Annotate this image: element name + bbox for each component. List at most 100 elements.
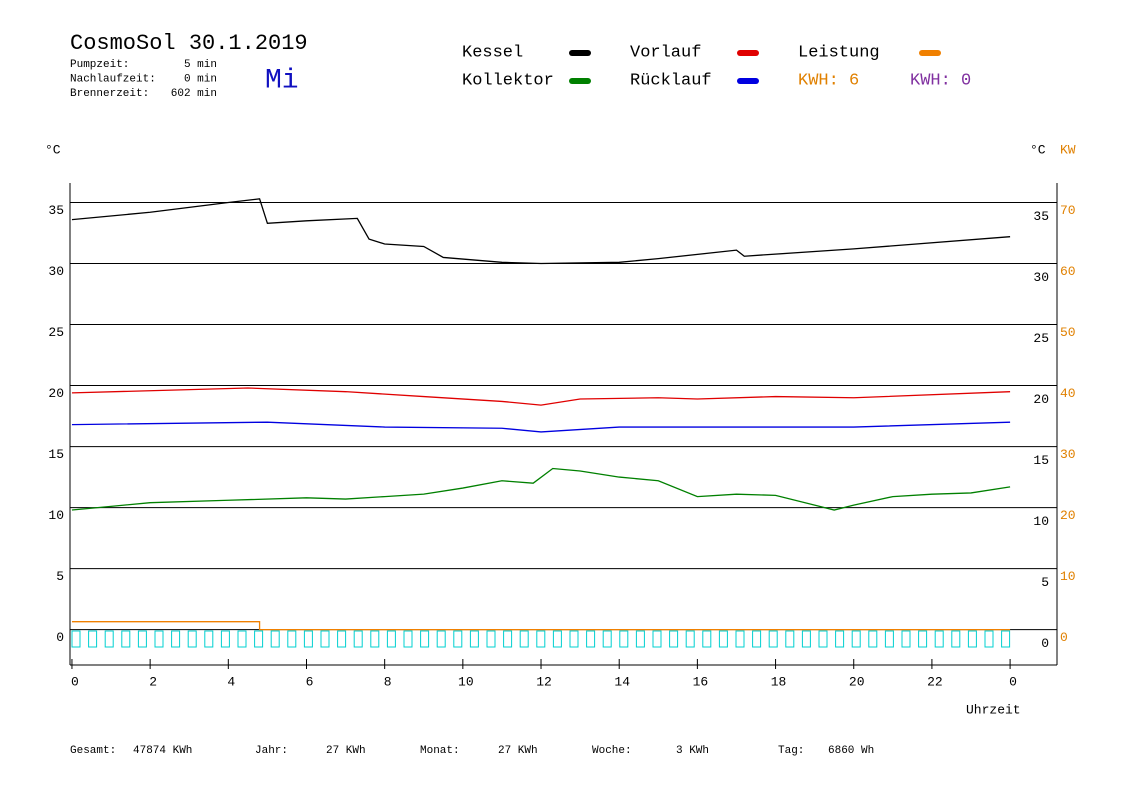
series-line xyxy=(71,621,1011,631)
pump-indicator xyxy=(602,630,612,648)
pump-indicator xyxy=(187,630,197,648)
x-tick-label: 12 xyxy=(536,674,552,689)
pump-indicator xyxy=(254,630,264,648)
pump-indicator xyxy=(104,630,114,648)
footer-value: 3 KWh xyxy=(676,745,709,757)
y2-tick-label: 60 xyxy=(1060,264,1076,279)
pump-indicator xyxy=(702,630,712,648)
pump-indicator xyxy=(353,630,363,648)
pump-indicator xyxy=(619,630,629,648)
pump-indicator xyxy=(669,630,679,648)
stat-label: Nachlaufzeit: xyxy=(70,73,156,85)
pump-indicator xyxy=(171,630,181,648)
y2-tick-label: 10 xyxy=(1060,569,1076,584)
pump-indicator xyxy=(652,630,662,648)
y2-tick-label: 40 xyxy=(1060,386,1076,401)
pump-indicator xyxy=(984,630,994,648)
y-tick-label-right: 25 xyxy=(1033,331,1049,346)
pump-indicator xyxy=(934,630,944,648)
y2-tick-label: 50 xyxy=(1060,325,1076,340)
pump-indicator xyxy=(370,630,380,648)
pump-indicator xyxy=(536,630,546,648)
pump-indicator xyxy=(121,630,131,648)
pump-indicator xyxy=(420,630,430,648)
pump-indicator xyxy=(685,630,695,648)
x-tick-label: 14 xyxy=(614,674,630,689)
pump-indicator xyxy=(503,630,513,648)
pump-indicator xyxy=(337,630,347,648)
pump-indicator xyxy=(403,630,413,648)
weekday: Mi xyxy=(265,65,299,96)
y-tick-label: 0 xyxy=(56,630,64,645)
footer-label: Jahr: xyxy=(255,745,288,757)
pump-indicator xyxy=(635,630,645,648)
legend-label: Leistung xyxy=(798,43,880,62)
y2-tick-label: 70 xyxy=(1060,203,1076,218)
footer-label: Woche: xyxy=(592,745,632,757)
pump-indicator xyxy=(154,630,164,648)
x-tick-label: 0 xyxy=(1009,674,1017,689)
y2-tick-label: 30 xyxy=(1060,447,1076,462)
pump-indicator xyxy=(137,630,147,648)
legend-label: Kessel xyxy=(462,43,523,62)
series-line xyxy=(71,198,1011,265)
y-tick-label: 35 xyxy=(48,203,64,218)
x-tick-label: 2 xyxy=(149,674,157,689)
footer-value: 27 KWh xyxy=(326,745,366,757)
pump-indicator xyxy=(320,630,330,648)
legend-label: Kollektor xyxy=(462,71,554,90)
pump-indicator xyxy=(851,630,861,648)
y-tick-label-right: 20 xyxy=(1033,392,1049,407)
pump-indicator xyxy=(901,630,911,648)
pump-indicator xyxy=(287,630,297,648)
pump-indicator xyxy=(71,630,81,648)
pump-indicator xyxy=(386,630,396,648)
kwh-label: KWH: 6 xyxy=(798,71,859,90)
pump-indicator xyxy=(519,630,529,648)
pump-indicator xyxy=(586,630,596,648)
series-line xyxy=(71,467,1011,511)
pump-indicator xyxy=(718,630,728,648)
y-tick-label: 25 xyxy=(48,325,64,340)
y-tick-label-right: 10 xyxy=(1033,514,1049,529)
stat-value: 5 min xyxy=(184,59,217,71)
x-tick-label: 10 xyxy=(458,674,474,689)
pump-indicator xyxy=(835,630,845,648)
x-tick-label: 22 xyxy=(927,674,943,689)
footer-label: Tag: xyxy=(778,745,804,757)
title: CosmoSol 30.1.2019 xyxy=(70,31,308,56)
series-line xyxy=(71,387,1011,406)
y2-axis-label: °C xyxy=(1030,142,1046,157)
x-tick-label: 16 xyxy=(693,674,709,689)
y-tick-label: 10 xyxy=(48,508,64,523)
y-tick-label-right: 15 xyxy=(1033,453,1049,468)
x-tick-label: 4 xyxy=(227,674,235,689)
legend-label: Rücklauf xyxy=(630,71,712,90)
pump-indicator xyxy=(303,630,313,648)
y-tick-label: 30 xyxy=(48,264,64,279)
y-tick-label-right: 5 xyxy=(1041,575,1049,590)
y-tick-label: 20 xyxy=(48,386,64,401)
y-tick-label-right: 0 xyxy=(1041,636,1049,651)
pump-indicator xyxy=(951,630,961,648)
footer-label: Monat: xyxy=(420,745,460,757)
pump-indicator xyxy=(552,630,562,648)
stat-label: Pumpzeit: xyxy=(70,59,129,71)
pump-indicator xyxy=(918,630,928,648)
pump-indicator xyxy=(884,630,894,648)
y3-axis-label: KW xyxy=(1060,142,1076,157)
footer-value: 6860 Wh xyxy=(828,745,874,757)
x-tick-label: 20 xyxy=(849,674,865,689)
x-tick-label: 0 xyxy=(71,674,79,689)
x-tick-label: 6 xyxy=(306,674,314,689)
pump-indicator xyxy=(818,630,828,648)
pump-indicator xyxy=(785,630,795,648)
pump-indicator xyxy=(868,630,878,648)
pump-indicator xyxy=(88,630,98,648)
kwh-label: KWH: 0 xyxy=(910,71,971,90)
pump-indicator xyxy=(967,630,977,648)
y-tick-label-right: 30 xyxy=(1033,270,1049,285)
y-axis-label: °C xyxy=(45,142,61,157)
pump-indicator xyxy=(768,630,778,648)
